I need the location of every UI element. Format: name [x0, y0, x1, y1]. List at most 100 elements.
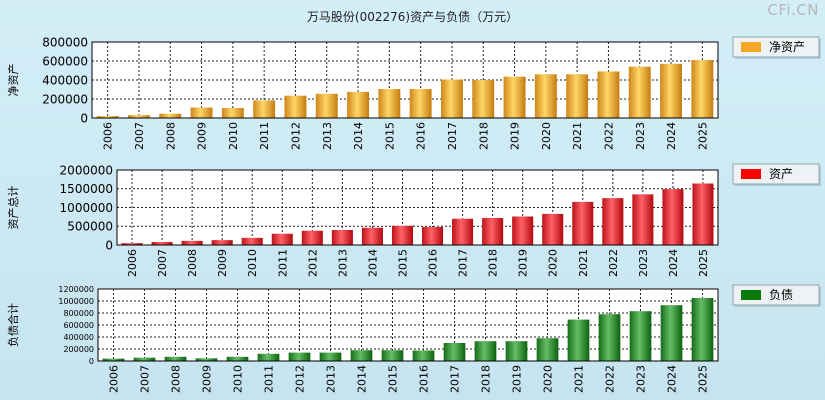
bar-2020 — [542, 213, 564, 245]
x-tick-label: 2017 — [446, 122, 459, 150]
x-tick-label: 2014 — [366, 249, 379, 277]
x-tick-label: 2016 — [418, 365, 431, 393]
bar-2021 — [572, 201, 594, 245]
x-tick-label: 2006 — [126, 249, 139, 277]
bar-2015 — [378, 89, 401, 118]
bar-2017 — [443, 343, 466, 361]
y-axis-label: 负债合计 — [6, 303, 20, 347]
bar-2014 — [347, 91, 370, 118]
bar-2024 — [660, 305, 683, 361]
x-tick-label: 2013 — [336, 249, 349, 277]
bar-2017 — [440, 79, 463, 118]
x-tick-label: 2009 — [196, 122, 209, 150]
bar-2016 — [412, 350, 435, 361]
y-tick-label: 1000000 — [58, 297, 94, 306]
legend-label: 资产 — [769, 167, 793, 181]
y-tick-label: 0 — [80, 111, 88, 125]
x-tick-label: 2011 — [263, 365, 276, 393]
bar-2022 — [602, 198, 624, 245]
x-tick-label: 2020 — [542, 365, 555, 393]
bar-2023 — [628, 66, 651, 118]
x-tick-label: 2019 — [509, 122, 522, 150]
x-tick-label: 2010 — [232, 365, 245, 393]
x-tick-label: 2021 — [577, 249, 590, 277]
x-tick-label: 2015 — [387, 365, 400, 393]
x-tick-label: 2010 — [246, 249, 259, 277]
y-tick-label: 600000 — [63, 321, 94, 330]
bar-2010 — [221, 108, 244, 118]
x-tick-label: 2008 — [164, 122, 177, 150]
x-tick-label: 2012 — [306, 249, 319, 277]
x-tick-label: 2014 — [352, 122, 365, 150]
bar-2025 — [691, 298, 714, 361]
x-tick-label: 2007 — [139, 365, 152, 393]
x-tick-label: 2022 — [602, 122, 615, 150]
y-tick-label: 400000 — [63, 333, 94, 342]
y-tick-label: 0 — [89, 357, 94, 366]
bar-2008 — [164, 356, 187, 361]
bar-2019 — [503, 76, 526, 118]
x-tick-label: 2006 — [108, 365, 121, 393]
bar-2022 — [598, 314, 621, 361]
x-tick-label: 2023 — [637, 249, 650, 277]
y-tick-label: 1000000 — [60, 201, 113, 215]
bar-2025 — [691, 60, 714, 118]
bar-2016 — [422, 227, 444, 245]
bar-2010 — [241, 237, 263, 245]
x-tick-label: 2025 — [697, 365, 710, 393]
x-tick-label: 2022 — [607, 249, 620, 277]
y-tick-label: 2000000 — [60, 163, 113, 177]
y-axis-label: 净资产 — [6, 64, 20, 97]
bar-2007 — [133, 357, 156, 361]
bar-2024 — [660, 63, 683, 118]
bar-2007 — [127, 115, 150, 118]
plot-frame — [91, 41, 719, 119]
bar-2008 — [159, 113, 182, 118]
y-tick-label: 1200000 — [58, 285, 94, 294]
x-tick-label: 2023 — [635, 365, 648, 393]
bar-2024 — [662, 189, 684, 245]
x-tick-label: 2024 — [666, 365, 679, 393]
legend: 负债 — [732, 284, 821, 307]
x-tick-label: 2008 — [170, 365, 183, 393]
x-tick-label: 2012 — [294, 365, 307, 393]
bar-2015 — [391, 225, 413, 245]
x-tick-label: 2015 — [383, 122, 396, 150]
x-tick-label: 2009 — [201, 365, 214, 393]
x-tick-label: 2018 — [480, 365, 493, 393]
bar-2007 — [151, 242, 173, 245]
x-tick-label: 2019 — [511, 365, 524, 393]
bar-2013 — [319, 352, 342, 361]
bar-2025 — [692, 183, 714, 245]
bar-2006 — [96, 116, 119, 118]
legend-swatch — [741, 290, 761, 300]
bar-2009 — [211, 240, 233, 245]
bar-2006 — [121, 243, 143, 245]
y-axis-label: 资产总计 — [6, 186, 20, 230]
legend: 净资产 — [732, 36, 821, 59]
bar-2006 — [102, 358, 125, 361]
bar-2023 — [629, 311, 652, 361]
x-tick-label: 2023 — [634, 122, 647, 150]
x-tick-label: 2020 — [547, 249, 560, 277]
bar-2014 — [361, 227, 383, 245]
bar-2018 — [472, 80, 495, 118]
x-tick-label: 2021 — [571, 122, 584, 150]
legend-label: 净资产 — [769, 40, 805, 54]
bar-2009 — [190, 107, 213, 118]
x-tick-label: 2013 — [325, 365, 338, 393]
legend-swatch — [741, 42, 761, 52]
x-tick-label: 2013 — [321, 122, 334, 150]
bar-2018 — [482, 218, 504, 245]
y-tick-label: 200000 — [63, 345, 94, 354]
x-tick-label: 2006 — [102, 122, 115, 150]
x-tick-label: 2007 — [156, 249, 169, 277]
x-tick-label: 2008 — [186, 249, 199, 277]
bar-2012 — [284, 95, 307, 118]
bar-2019 — [505, 341, 528, 361]
bar-2008 — [181, 240, 203, 245]
x-tick-label: 2015 — [396, 249, 409, 277]
x-tick-label: 2025 — [697, 249, 710, 277]
x-tick-label: 2009 — [216, 249, 229, 277]
